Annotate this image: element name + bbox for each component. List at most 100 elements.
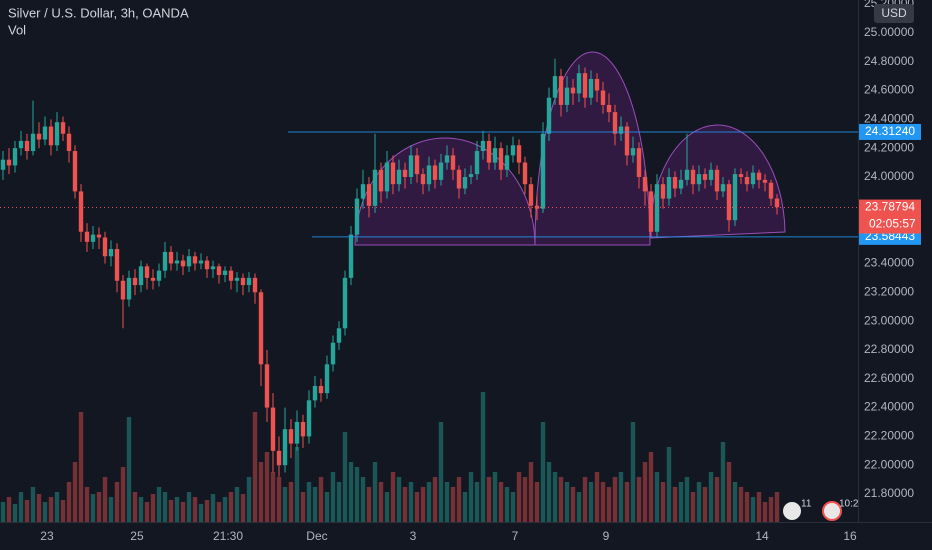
candle-body <box>216 266 222 275</box>
candle-body <box>90 234 96 242</box>
volume-bar <box>348 462 354 522</box>
candle-body <box>36 133 42 140</box>
event-flag[interactable] <box>822 501 842 521</box>
volume-bar <box>78 412 84 522</box>
volume-bar <box>504 487 510 522</box>
candle-body <box>528 184 534 206</box>
currency-label[interactable]: USD <box>881 6 907 20</box>
candle-body <box>432 165 438 180</box>
candle-body <box>390 162 396 185</box>
y-tick-label: 22.40000 <box>864 400 914 414</box>
candle-body <box>384 162 390 192</box>
y-tick-label: 22.00000 <box>864 457 914 471</box>
volume-bar <box>330 472 336 522</box>
candle-body <box>156 270 162 281</box>
volume-bar <box>204 500 210 522</box>
volume-bar <box>420 487 426 522</box>
candle-body <box>348 234 354 278</box>
volume-bar <box>492 472 498 522</box>
volume-bar <box>30 487 36 522</box>
y-tick-label: 23.40000 <box>864 256 914 270</box>
volume-label: Vol <box>8 22 26 37</box>
volume-bar <box>444 482 450 522</box>
candle-body <box>18 140 24 149</box>
candle-body <box>636 148 642 177</box>
volume-bar <box>540 422 546 522</box>
event-icon[interactable]: 10:2 <box>822 499 859 521</box>
candle-body <box>60 122 66 134</box>
candle-body <box>714 169 720 192</box>
candle-body <box>702 174 708 180</box>
candle-body <box>240 277 246 286</box>
volume-bar <box>774 492 780 522</box>
candle-body <box>0 159 6 170</box>
volume-bar <box>36 494 42 522</box>
plot-area <box>0 58 858 522</box>
volume-bar <box>138 497 144 522</box>
volume-bar <box>324 492 330 522</box>
candle-body <box>336 328 342 343</box>
volume-bar <box>552 472 558 522</box>
candle-body <box>600 90 606 105</box>
event-flag[interactable] <box>783 502 801 520</box>
event-icon[interactable]: 11 <box>783 499 812 520</box>
volume-bar <box>408 482 414 522</box>
volume-bar <box>432 477 438 522</box>
candle-body <box>552 76 558 98</box>
volume-bar <box>768 497 774 522</box>
volume-bar <box>426 482 432 522</box>
x-tick-label: 3 <box>410 529 417 543</box>
volume-bar <box>96 492 102 522</box>
event-label[interactable]: 10:2 <box>839 499 859 510</box>
candle-body <box>198 260 204 264</box>
candle-body <box>258 292 264 365</box>
volume-bar <box>240 494 246 522</box>
candle-body <box>282 429 288 466</box>
volume-bar <box>366 487 372 522</box>
x-tick-label: 16 <box>843 529 857 543</box>
volume-bar <box>192 497 198 522</box>
volume-bar <box>516 472 522 522</box>
candle-body <box>330 342 336 365</box>
volume-bar <box>258 462 264 522</box>
candle-body <box>24 140 30 152</box>
volume-bar <box>384 492 390 522</box>
candle-body <box>180 260 186 267</box>
y-tick-label: 23.20000 <box>864 284 914 298</box>
volume-bar <box>252 412 258 522</box>
currency-button[interactable] <box>874 4 914 23</box>
candle-body <box>306 400 312 437</box>
candle-body <box>114 249 120 281</box>
candle-body <box>6 159 12 166</box>
candle-body <box>480 140 486 152</box>
x-tick-label: 21:30 <box>213 529 243 543</box>
x-tick-label: 14 <box>755 529 769 543</box>
candle-body <box>726 184 732 221</box>
candle-body <box>288 429 294 444</box>
candle-body <box>300 421 306 437</box>
candle-body <box>510 145 516 156</box>
left-shoulder <box>354 137 536 246</box>
event-label[interactable]: 11 <box>801 499 812 510</box>
volume-bar <box>228 492 234 522</box>
volume-bar <box>456 477 462 522</box>
volume-bar <box>678 482 684 522</box>
candle-body <box>438 162 444 180</box>
candle-body <box>120 280 126 300</box>
candle-body <box>606 104 612 113</box>
candle-body <box>594 78 600 91</box>
candle-body <box>468 174 474 177</box>
volume-bar <box>528 462 534 522</box>
candle-body <box>12 148 18 166</box>
price-line-label: 24.31240 <box>865 124 915 138</box>
candle-body <box>366 184 372 206</box>
volume-bar <box>636 477 642 522</box>
x-tick-label: 23 <box>40 529 54 543</box>
volume-bar <box>234 487 240 522</box>
candle-body <box>588 78 594 98</box>
candle-body <box>210 266 216 270</box>
candle-body <box>276 450 282 466</box>
volume-bar <box>312 487 318 522</box>
candle-body <box>48 126 54 146</box>
